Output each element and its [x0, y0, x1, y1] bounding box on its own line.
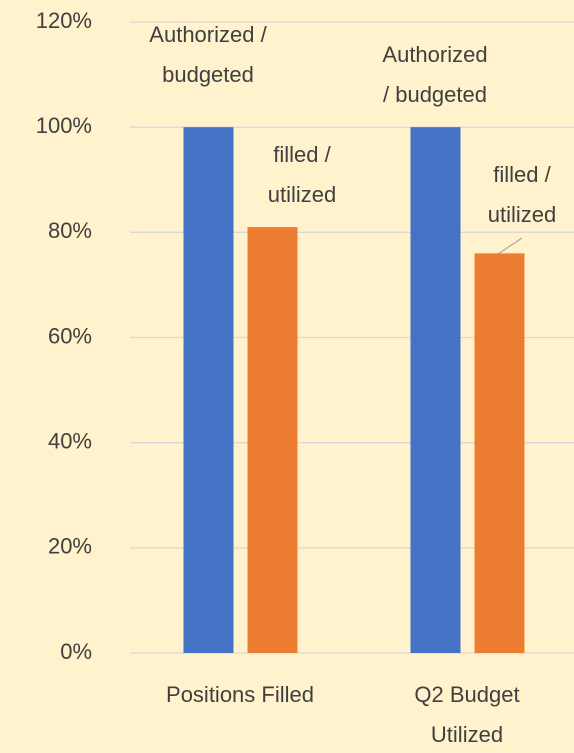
- data-label: filled / utilized: [267, 142, 337, 207]
- bar: [183, 127, 234, 653]
- y-tick-label: 100%: [36, 113, 92, 138]
- data-label: Authorized / budgeted: [382, 42, 488, 107]
- bar: [474, 253, 525, 653]
- leader-line: [497, 237, 523, 255]
- y-tick-label: 40%: [48, 428, 92, 453]
- x-tick-label: Positions Filled: [166, 682, 314, 707]
- data-label: Authorized / budgeted: [149, 22, 267, 87]
- y-tick-label: 120%: [36, 8, 92, 33]
- data-label: filled / utilized: [487, 162, 557, 227]
- bar: [247, 227, 298, 653]
- y-tick-label: 0%: [60, 639, 92, 664]
- y-tick-label: 60%: [48, 323, 92, 348]
- bar: [410, 127, 461, 653]
- x-tick-label: Q2 Budget Utilized: [414, 682, 520, 747]
- y-tick-label: 80%: [48, 218, 92, 243]
- y-tick-label: 20%: [48, 534, 92, 559]
